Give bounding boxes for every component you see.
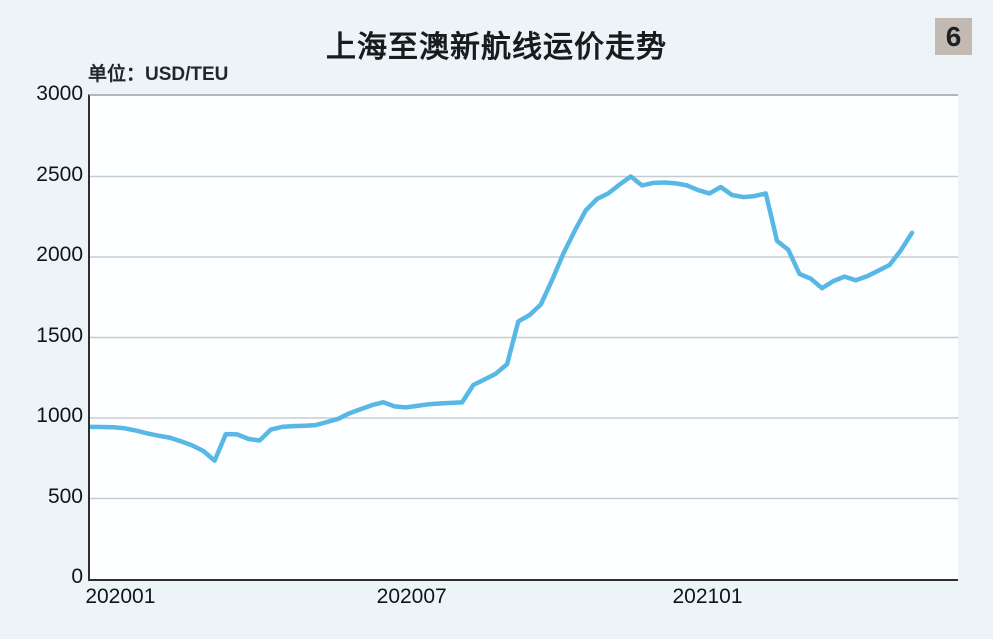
y-tick-label-3000: 3000 (36, 82, 83, 105)
y-tick-label-1000: 1000 (36, 404, 83, 427)
y-tick-label-0: 0 (71, 565, 83, 588)
page-title: 上海至澳新航线运价走势 (326, 31, 667, 64)
plot-area (88, 94, 958, 581)
page-number-badge: 6 (935, 18, 972, 55)
y-tick-label-1500: 1500 (36, 323, 83, 347)
y-tick-label-2000: 2000 (36, 243, 83, 266)
x-tick-label-202007: 202007 (376, 585, 447, 608)
y-tick-label-2500: 2500 (36, 162, 83, 186)
unit-label: 单位：USD/TEU (88, 64, 229, 85)
y-tick-label-500: 500 (47, 484, 83, 508)
freight-rate-line-chart (90, 174, 958, 500)
freight-rate-series-line (90, 174, 915, 463)
x-tick-label-202001: 202001 (85, 585, 156, 608)
x-tick-label-202101: 202101 (672, 585, 743, 608)
